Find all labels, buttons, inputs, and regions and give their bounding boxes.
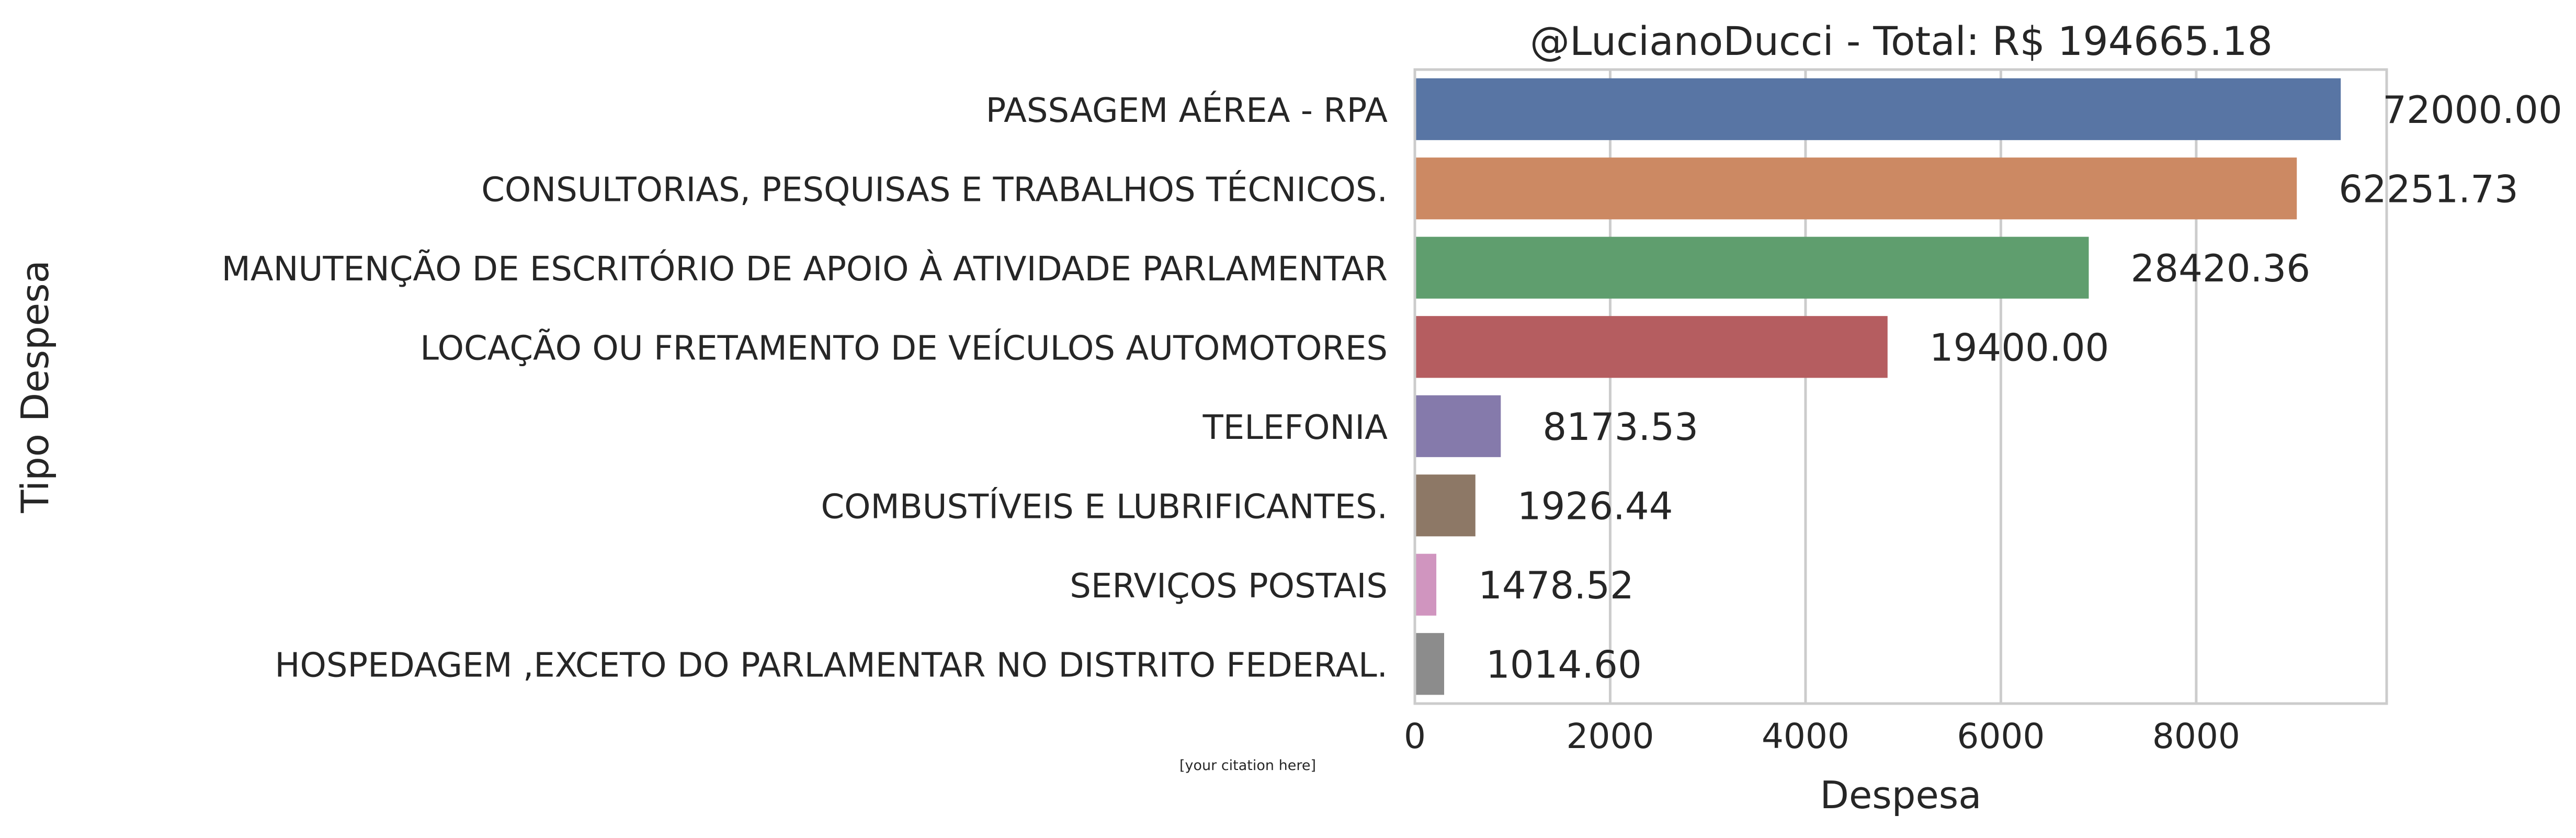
x-tick-label: 2000 [1566,716,1654,756]
bar [1415,316,1888,378]
data-label: 62251.73 [2339,167,2518,211]
category-label: COMBUSTÍVEIS E LUBRIFICANTES. [821,486,1388,526]
data-labels: 72000.00 62251.73 28420.36 19400.00 8173.53 1… [1478,88,2562,687]
x-tick-label: 4000 [1762,716,1849,756]
category-label: SERVIÇOS POSTAIS [1070,567,1388,606]
bar [1415,633,1445,695]
x-tick-labels: 0 2000 4000 6000 8000 [1404,716,2240,756]
data-label: 72000.00 [2382,88,2562,132]
x-tick-label: 6000 [1957,716,2045,756]
x-axis-label: Despesa [1820,773,1982,817]
data-label: 1926.44 [1517,484,1673,528]
bar [1415,553,1437,616]
plot-frame [1413,68,2388,705]
x-tick-label: 8000 [2152,716,2240,756]
data-label: 28420.36 [2130,246,2310,290]
category-label: PASSAGEM AÉREA - RPA [986,90,1388,130]
category-label: LOCAÇÃO OU FRETAMENTO DE VEÍCULOS AUTOMO… [420,328,1388,368]
chart-title: @LucianoDucci - Total: R$ 194665.18 [1530,18,2273,64]
citation-note: [your citation here] [1179,757,1316,774]
category-label: HOSPEDAGEM ,EXCETO DO PARLAMENTAR NO DIS… [275,646,1388,685]
data-label: 19400.00 [1930,325,2109,369]
data-label: 1014.60 [1486,642,1642,686]
bar [1415,78,2341,140]
bars [1415,78,2341,695]
y-axis-label: Tipo Despesa [13,260,57,513]
data-label: 1478.52 [1478,563,1634,607]
category-label: TELEFONIA [1202,409,1388,447]
category-labels: PASSAGEM AÉREA - RPA CONSULTORIAS, PESQUI… [222,90,1388,685]
bar [1415,395,1501,457]
category-label: MANUTENÇÃO DE ESCRITÓRIO DE APOIO À ATIV… [222,249,1388,289]
category-label: CONSULTORIAS, PESQUISAS E TRABALHOS TÉCN… [481,169,1388,209]
bar [1415,157,2297,220]
bar [1415,236,2089,299]
x-tick-label: 0 [1404,716,1426,756]
data-label: 8173.53 [1542,405,1698,449]
bar [1415,474,1476,537]
